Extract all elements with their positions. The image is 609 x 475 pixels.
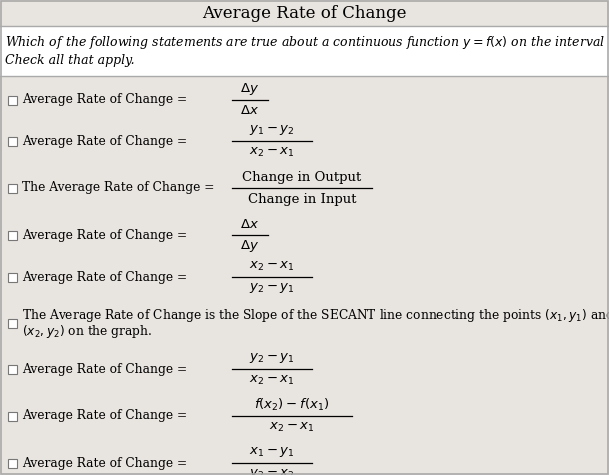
Text: Average Rate of Change =: Average Rate of Change = <box>22 409 191 422</box>
Text: $x_1 - y_1$: $x_1 - y_1$ <box>249 445 295 459</box>
Text: Average Rate of Change: Average Rate of Change <box>202 4 407 21</box>
Text: $\Delta x$: $\Delta x$ <box>241 104 259 117</box>
Text: $y_2 - y_1$: $y_2 - y_1$ <box>249 281 295 295</box>
Text: $f(x_2) - f(x_1)$: $f(x_2) - f(x_1)$ <box>255 397 329 413</box>
Bar <box>8 364 17 373</box>
Text: Average Rate of Change =: Average Rate of Change = <box>22 456 191 469</box>
Text: Check all that apply.: Check all that apply. <box>5 54 135 67</box>
Bar <box>8 183 17 192</box>
Text: The Average Rate of Change is the Slope of the SECANT line connecting the points: The Average Rate of Change is the Slope … <box>22 307 609 324</box>
Text: $x_2 - x_1$: $x_2 - x_1$ <box>269 420 315 434</box>
Text: Average Rate of Change =: Average Rate of Change = <box>22 228 191 241</box>
Text: Change in Input: Change in Input <box>248 192 356 206</box>
Text: $x_2 - x_1$: $x_2 - x_1$ <box>249 373 295 387</box>
Text: $y_1 - y_2$: $y_1 - y_2$ <box>249 123 295 137</box>
Text: Average Rate of Change =: Average Rate of Change = <box>22 134 191 148</box>
Text: Average Rate of Change =: Average Rate of Change = <box>22 94 191 106</box>
Text: $x_2 - x_1$: $x_2 - x_1$ <box>249 259 295 273</box>
Text: $x_2 - x_1$: $x_2 - x_1$ <box>249 145 295 159</box>
Bar <box>8 273 17 282</box>
Text: $(x_2, y_2)$ on the graph.: $(x_2, y_2)$ on the graph. <box>22 323 152 341</box>
Bar <box>8 411 17 420</box>
Text: $y_2 - y_1$: $y_2 - y_1$ <box>249 351 295 365</box>
Bar <box>8 230 17 239</box>
Text: Change in Output: Change in Output <box>242 171 362 183</box>
Bar <box>8 458 17 467</box>
Text: $\Delta y$: $\Delta y$ <box>241 238 259 254</box>
Text: $y_2 - x_2$: $y_2 - x_2$ <box>249 467 295 475</box>
Text: The Average Rate of Change =: The Average Rate of Change = <box>22 181 218 194</box>
Text: Average Rate of Change =: Average Rate of Change = <box>22 362 191 376</box>
Text: Average Rate of Change =: Average Rate of Change = <box>22 270 191 284</box>
Bar <box>8 95 17 104</box>
Text: $\Delta x$: $\Delta x$ <box>241 218 259 230</box>
Bar <box>8 136 17 145</box>
Bar <box>0 26 609 76</box>
Bar <box>8 319 17 327</box>
Text: Which of the following statements are true about a continuous function $y = f(x): Which of the following statements are tr… <box>5 34 609 51</box>
Text: $\Delta y$: $\Delta y$ <box>241 81 259 97</box>
